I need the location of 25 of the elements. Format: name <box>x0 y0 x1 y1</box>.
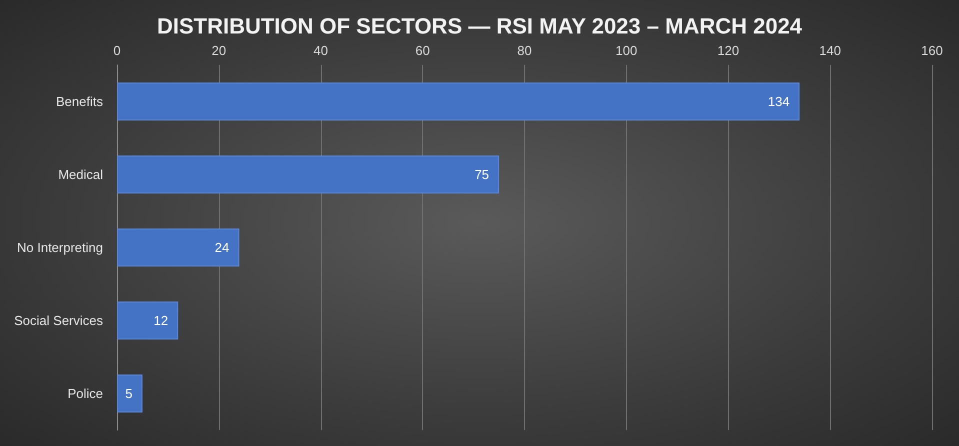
x-tick-label: 100 <box>616 43 638 58</box>
y-tick-label: No Interpreting <box>17 240 103 255</box>
bar <box>117 374 142 412</box>
data-label: 5 <box>125 386 132 401</box>
y-tick-label: Social Services <box>14 313 104 328</box>
x-tick-label: 160 <box>921 43 943 58</box>
x-tick-label: 80 <box>517 43 532 58</box>
chart-title: DISTRIBUTION OF SECTORS — RSI MAY 2023 – MARCH 2024 <box>156 14 803 38</box>
bar <box>117 156 500 194</box>
data-label: 24 <box>214 240 230 255</box>
y-tick-label: Medical <box>58 167 104 182</box>
x-tick-label: 40 <box>314 43 328 58</box>
bar <box>117 228 240 266</box>
x-tick-label: 140 <box>819 43 841 58</box>
x-tick-label: 20 <box>212 43 226 58</box>
x-tick-label: 60 <box>415 43 430 58</box>
data-label: 75 <box>474 167 490 182</box>
y-tick-label: Police <box>68 386 103 401</box>
data-label: 12 <box>154 313 168 328</box>
x-tick-label: 0 <box>113 43 121 58</box>
data-label: 134 <box>768 94 790 109</box>
bar <box>117 302 178 340</box>
x-tick-label: 120 <box>717 43 740 58</box>
y-tick-label: Benefits <box>56 94 104 109</box>
bar <box>117 82 800 120</box>
